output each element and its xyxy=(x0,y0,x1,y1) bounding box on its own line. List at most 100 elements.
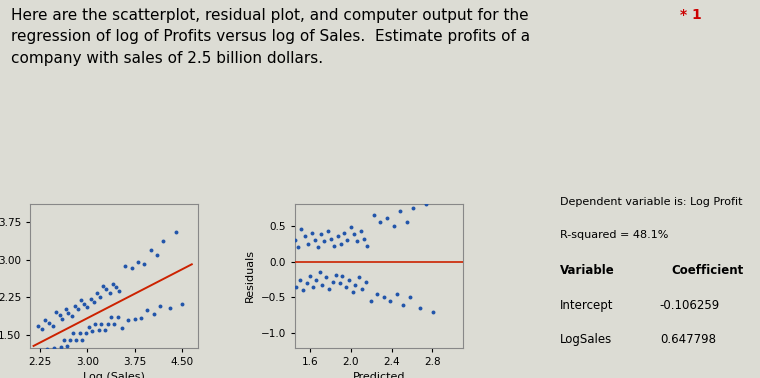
Point xyxy=(87,328,99,334)
Point xyxy=(341,237,353,243)
Point xyxy=(414,305,426,311)
Point xyxy=(83,324,95,330)
Point xyxy=(315,231,328,237)
Point xyxy=(427,309,439,315)
Point xyxy=(284,230,296,236)
Point xyxy=(90,290,103,296)
Point xyxy=(304,273,316,279)
Point xyxy=(375,219,387,225)
Text: * 1: * 1 xyxy=(680,8,702,22)
Point xyxy=(103,290,116,296)
Point xyxy=(119,263,131,269)
Text: Variable: Variable xyxy=(559,265,614,277)
Point xyxy=(141,307,154,313)
Point xyxy=(49,309,62,315)
Point xyxy=(61,343,73,349)
Point xyxy=(99,327,111,333)
Point xyxy=(60,306,72,312)
Point xyxy=(334,280,346,286)
Point xyxy=(176,301,188,307)
Point xyxy=(75,297,87,303)
Point xyxy=(294,277,306,283)
Point xyxy=(340,284,352,290)
Point xyxy=(378,294,390,301)
Point xyxy=(125,265,138,271)
Point xyxy=(277,234,289,240)
Point xyxy=(138,260,150,266)
Point xyxy=(43,320,55,326)
Point xyxy=(55,344,67,350)
Point xyxy=(368,212,380,218)
Point xyxy=(70,337,82,343)
Point xyxy=(62,310,74,316)
Point xyxy=(154,303,166,309)
Point xyxy=(37,353,49,359)
Point xyxy=(78,301,90,307)
Point xyxy=(407,205,420,211)
Point xyxy=(76,337,88,343)
Point xyxy=(388,223,400,229)
Point xyxy=(87,299,100,305)
Point xyxy=(391,291,403,297)
Point xyxy=(81,304,93,310)
Point xyxy=(286,273,298,279)
Point xyxy=(355,228,367,234)
Point xyxy=(359,279,372,285)
Point xyxy=(321,228,334,234)
Point xyxy=(356,286,368,292)
Point xyxy=(306,230,318,236)
Point xyxy=(100,286,112,292)
Point xyxy=(89,321,101,327)
Point xyxy=(381,215,393,222)
Point xyxy=(80,330,92,336)
Point xyxy=(56,316,68,322)
Point xyxy=(144,247,157,253)
Point xyxy=(41,346,53,352)
Text: -0.106259: -0.106259 xyxy=(660,299,720,312)
Point xyxy=(371,291,383,297)
Point xyxy=(113,288,125,294)
Point xyxy=(170,229,182,235)
Point xyxy=(68,330,80,336)
Point xyxy=(336,273,348,279)
Point xyxy=(348,231,360,237)
Point xyxy=(93,327,105,333)
Point xyxy=(318,239,331,245)
Y-axis label: Residuals: Residuals xyxy=(245,249,255,302)
Point xyxy=(335,241,347,247)
Point xyxy=(84,296,97,302)
Point xyxy=(282,280,294,286)
Point xyxy=(147,311,160,317)
Point xyxy=(132,259,144,265)
Text: Coefficient: Coefficient xyxy=(671,265,743,277)
Point xyxy=(32,323,44,329)
Point xyxy=(394,208,407,214)
Point xyxy=(401,219,413,225)
Point xyxy=(307,284,319,290)
Point xyxy=(404,294,416,301)
Point xyxy=(290,284,302,290)
Point xyxy=(108,321,120,327)
Point xyxy=(109,284,122,290)
Point xyxy=(53,312,65,318)
Point xyxy=(116,325,128,331)
Text: Here are the scatterplot, residual plot, and computer output for the
regression : Here are the scatterplot, residual plot,… xyxy=(11,8,530,66)
Point xyxy=(39,317,51,323)
Point xyxy=(102,321,114,327)
Point xyxy=(397,302,410,308)
Point xyxy=(95,321,107,327)
Point xyxy=(328,243,340,249)
Point xyxy=(420,201,432,207)
Point xyxy=(320,274,332,280)
Point xyxy=(314,269,326,275)
Text: 0.647798: 0.647798 xyxy=(660,333,716,346)
Point xyxy=(45,352,57,358)
Point xyxy=(316,282,328,288)
Point xyxy=(338,230,350,236)
Point xyxy=(135,315,147,321)
Text: Dependent variable is: Log Profit: Dependent variable is: Log Profit xyxy=(559,197,742,207)
Point xyxy=(49,345,61,351)
Point xyxy=(94,293,106,299)
Point xyxy=(327,279,339,285)
Point xyxy=(157,238,169,244)
